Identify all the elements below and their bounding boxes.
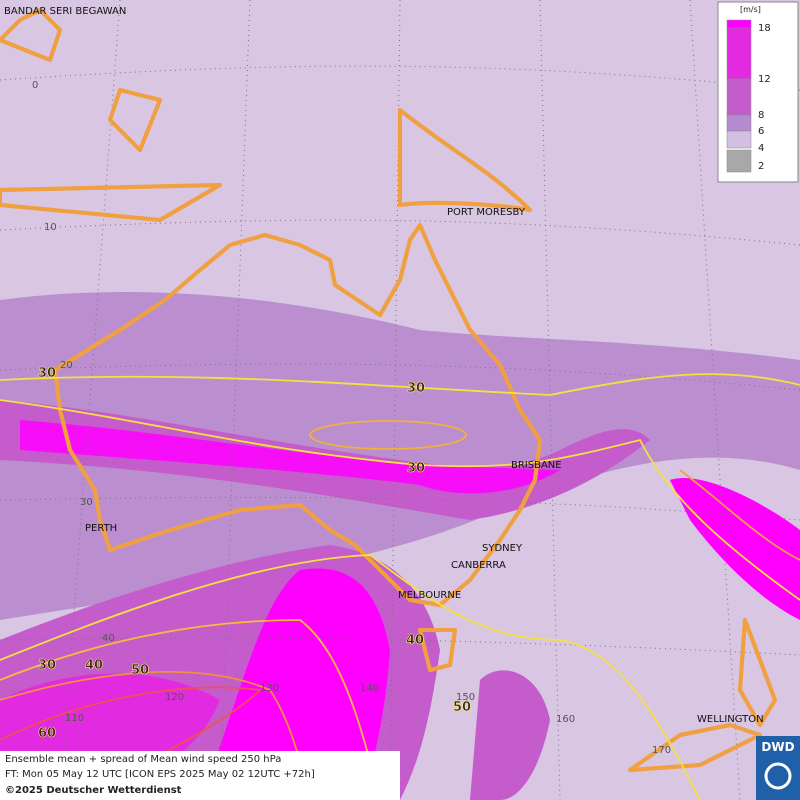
city-label: BANDAR SERI BEGAWAN (4, 6, 126, 17)
lon-label: 140 (360, 683, 379, 694)
lat-label: 40 (102, 633, 115, 644)
city-label: WELLINGTON (697, 714, 764, 725)
logo-swirl (764, 762, 792, 790)
lon-label: 160 (556, 714, 575, 725)
lon-label: 110 (65, 713, 84, 724)
footer-line: FT: Mon 05 May 12 UTC [ICON EPS 2025 May… (5, 769, 315, 780)
city-label: CANBERRA (451, 560, 506, 571)
legend-label: 2 (758, 161, 764, 172)
footer-line: Ensemble mean + spread of Mean wind spee… (5, 754, 281, 765)
city-label: PERTH (85, 523, 117, 534)
contour-label: 50 (131, 663, 149, 678)
legend-label: 8 (758, 110, 764, 121)
legend-label: 4 (758, 143, 764, 154)
legend-swatch (726, 130, 752, 149)
lon-label: 170 (652, 745, 671, 756)
lon-label: 150 (456, 692, 475, 703)
city-label: MELBOURNE (398, 590, 461, 601)
grid-labels: 0 10 20 30 40 110 120 130 140 150 160 17… (32, 80, 671, 756)
logo-text: DWD (761, 740, 794, 754)
coastlines (0, 8, 777, 772)
city-label: SYDNEY (482, 543, 523, 554)
footer-line: ©2025 Deutscher Wetterdienst (5, 785, 182, 796)
contour-label: 30 (38, 658, 56, 673)
contour-label: 40 (85, 658, 103, 673)
contour-label: 40 (406, 633, 424, 648)
legend-label: 12 (758, 74, 771, 85)
contour-label: 30 (38, 366, 56, 381)
legend-swatch (726, 78, 752, 116)
city-labels: BANDAR SERI BEGAWAN PORT MORESBY PERTH B… (4, 6, 764, 725)
legend-label: 6 (758, 126, 764, 137)
lat-label: 0 (32, 80, 38, 91)
legend-swatch (726, 19, 752, 29)
footer: Ensemble mean + spread of Mean wind spee… (0, 736, 800, 800)
footer-box (0, 751, 400, 800)
contour-label: 30 (407, 381, 425, 396)
legend-label: 18 (758, 23, 771, 34)
contour-label: 50 (453, 700, 471, 715)
legend: [m/s] 18 12 8 6 4 2 (717, 1, 799, 183)
lat-label: 10 (44, 222, 57, 233)
lat-label: 20 (60, 360, 73, 371)
lon-label: 130 (260, 683, 279, 694)
contour-label: 60 (38, 726, 56, 741)
lat-label: 30 (80, 497, 93, 508)
city-label: PORT MORESBY (447, 207, 526, 218)
lon-label: 120 (165, 692, 184, 703)
spread-shading (0, 291, 800, 800)
legend-unit: [m/s] (740, 5, 761, 14)
city-label: BRISBANE (511, 460, 562, 471)
legend-swatch (726, 27, 752, 80)
legend-swatch (726, 114, 752, 132)
contour-labels: 30 30 30 30 40 40 50 50 60 (38, 366, 472, 742)
legend-swatch (726, 149, 752, 173)
contour-label: 30 (407, 461, 425, 476)
